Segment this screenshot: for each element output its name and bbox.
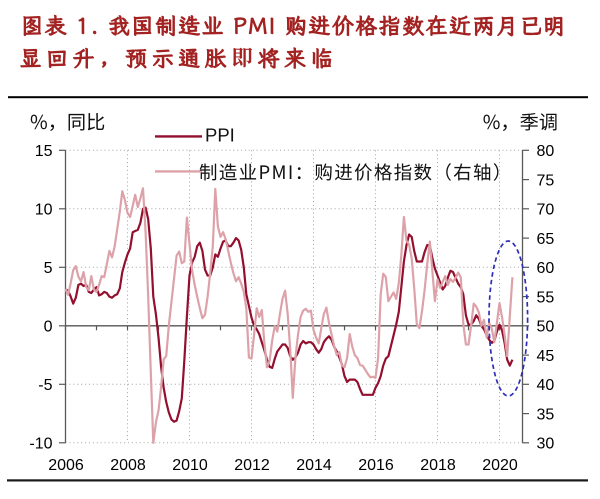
svg-text:2012: 2012 — [234, 457, 270, 474]
svg-text:2020: 2020 — [482, 457, 518, 474]
svg-text:45: 45 — [537, 348, 555, 365]
svg-text:-10: -10 — [29, 436, 52, 453]
svg-text:70: 70 — [537, 202, 555, 219]
svg-text:40: 40 — [537, 377, 555, 394]
svg-text:10: 10 — [35, 202, 53, 219]
svg-text:-5: -5 — [38, 377, 52, 394]
svg-text:2016: 2016 — [358, 457, 394, 474]
svg-text:2018: 2018 — [420, 457, 456, 474]
svg-text:2010: 2010 — [172, 457, 208, 474]
svg-text:35: 35 — [537, 406, 555, 423]
svg-text:80: 80 — [537, 143, 555, 160]
svg-text:50: 50 — [537, 319, 555, 336]
svg-text:30: 30 — [537, 436, 555, 453]
svg-text:2006: 2006 — [48, 457, 84, 474]
svg-text:75: 75 — [537, 172, 555, 189]
svg-text:65: 65 — [537, 231, 555, 248]
svg-text:60: 60 — [537, 260, 555, 277]
svg-text:5: 5 — [44, 260, 53, 277]
svg-text:2008: 2008 — [110, 457, 146, 474]
svg-text:PPI: PPI — [205, 125, 235, 146]
svg-text:15: 15 — [35, 143, 53, 160]
svg-text:55: 55 — [537, 289, 555, 306]
svg-text:2014: 2014 — [296, 457, 332, 474]
svg-text:0: 0 — [44, 319, 53, 336]
